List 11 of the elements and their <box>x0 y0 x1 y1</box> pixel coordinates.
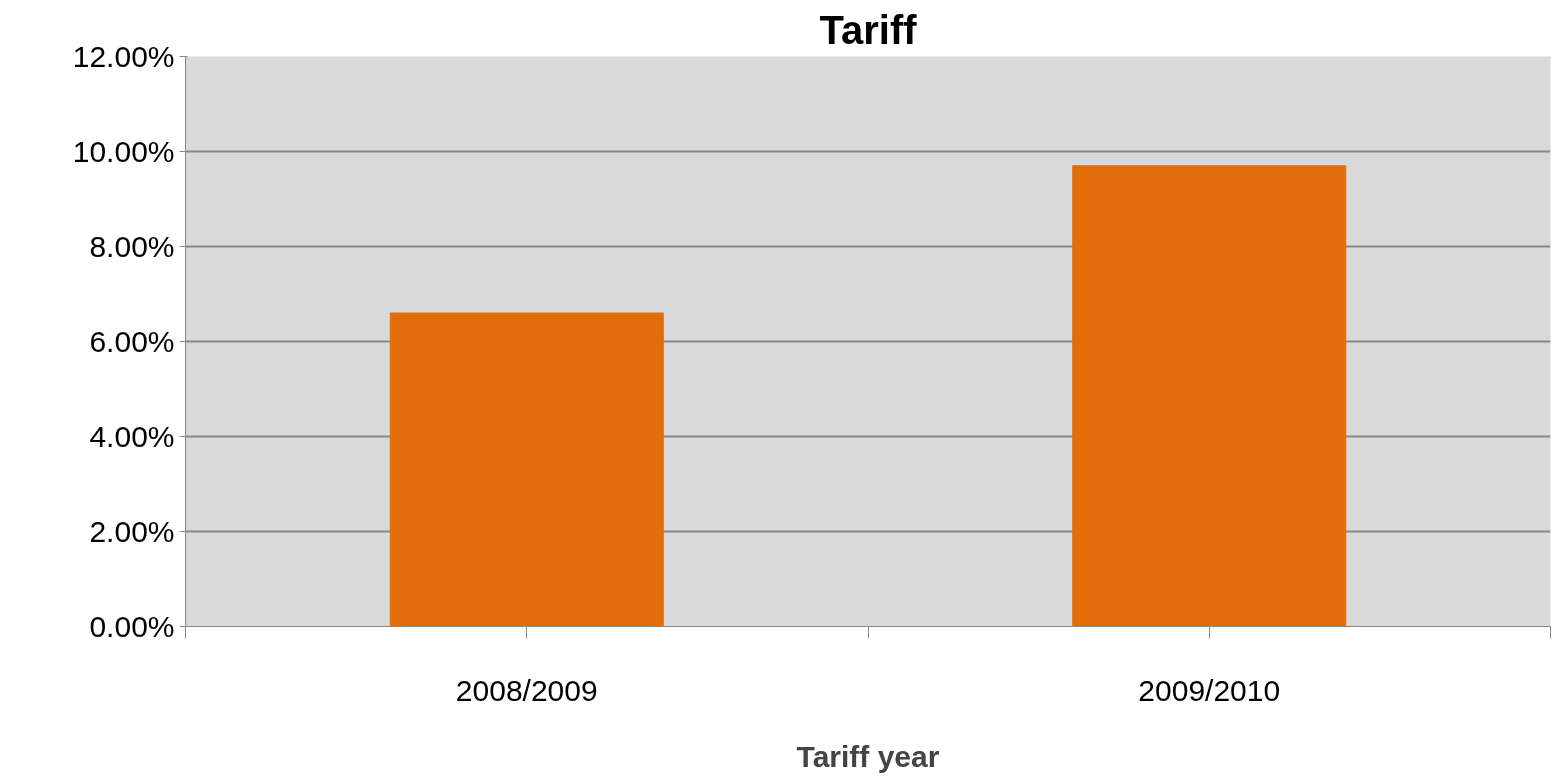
chart-title: Tariff <box>819 7 918 52</box>
y-tick-label: 6.00% <box>89 325 175 358</box>
y-tick-label: 4.00% <box>89 420 175 453</box>
y-tick-label: 8.00% <box>89 230 175 263</box>
x-axis-title: Tariff year <box>796 739 940 773</box>
x-tick-label: 2008/2009 <box>455 673 598 707</box>
y-tick-label: 12.00% <box>72 40 175 73</box>
x-tick-label: 2009/2010 <box>1138 673 1281 707</box>
y-tick-label: 10.00% <box>72 135 175 168</box>
y-tick-label: 0.00% <box>89 610 175 643</box>
y-tick-label: 2.00% <box>89 515 175 548</box>
